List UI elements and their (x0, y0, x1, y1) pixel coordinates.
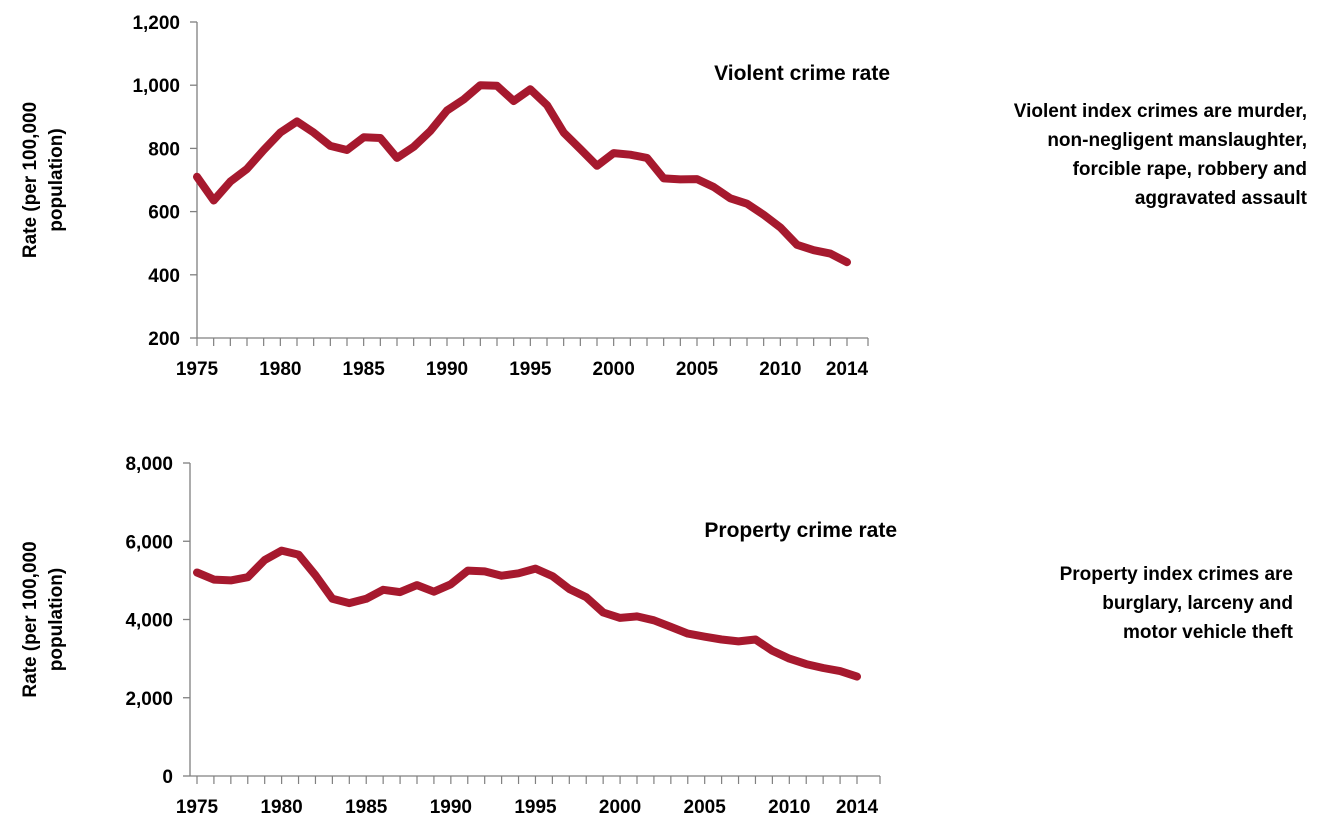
property-chart-title: Property crime rate (704, 519, 897, 542)
property-crime-note: Property index crimes are burglary, larc… (1060, 560, 1293, 647)
property-x-tick-label: 1975 (176, 797, 219, 818)
violent-x-tick-label: 2005 (676, 359, 719, 380)
property-x-tick-label: 1995 (514, 797, 557, 818)
property-note-line-3: motor vehicle theft (1123, 622, 1293, 643)
violent-x-tick-label: 1985 (343, 359, 386, 380)
violent-y-tick-label: 800 (148, 139, 180, 160)
property-y-axis-title-text: Rate (per 100,000 population) (20, 541, 67, 697)
violent-y-axis-title-text: Rate (per 100,000 population) (20, 102, 67, 258)
property-y-tick-label: 4,000 (125, 611, 173, 632)
violent-y-tick-label: 200 (148, 329, 180, 350)
violent-y-axis-title: Rate (per 100,000 population) (20, 102, 67, 258)
violent-y-tick-label: 1,000 (132, 76, 180, 97)
violent-note-line-4: aggravated assault (1134, 188, 1307, 209)
violent-y-axis-title-line: population) (46, 128, 67, 231)
property-note-line-2: burglary, larceny and (1102, 593, 1293, 614)
violent-note-line-1: Violent index crimes are murder, (1013, 101, 1307, 122)
violent-x-tick-label: 1975 (176, 359, 219, 380)
property-x-tick-label: 2010 (768, 797, 810, 818)
violent-x-tick-label: 1990 (426, 359, 468, 380)
property-x-tick-label: 1985 (345, 797, 388, 818)
property-note-line-1: Property index crimes are (1059, 564, 1293, 585)
property-y-axis-title: Rate (per 100,000 population) (20, 541, 67, 697)
property-y-tick-label: 2,000 (125, 689, 173, 710)
violent-chart-title: Violent crime rate (714, 62, 890, 85)
violent-crime-note: Violent index crimes are murder, non-neg… (1014, 97, 1307, 213)
property-x-tick-label: 1990 (430, 797, 472, 818)
property-y-axis-title-line: population) (46, 568, 67, 671)
property-series-line (193, 546, 861, 681)
property-y-tick-label: 6,000 (125, 532, 173, 553)
violent-y-tick-label: 600 (148, 203, 180, 224)
violent-series-line (193, 81, 851, 267)
violent-y-tick-label: 1,200 (132, 13, 180, 34)
property-x-tick-label: 1980 (260, 797, 302, 818)
property-x-tick-label: 2000 (599, 797, 641, 818)
property-x-tick-label: 2005 (684, 797, 727, 818)
violent-x-tick-label: 2014 (826, 359, 869, 380)
property-y-tick-label: 0 (162, 767, 173, 788)
property-y-axis-title-line: Rate (per 100,000 (20, 541, 41, 697)
property-y-tick-label: 8,000 (125, 454, 173, 475)
violent-note-line-3: forcible rape, robbery and (1072, 159, 1307, 180)
violent-y-tick-label: 400 (148, 266, 180, 287)
violent-x-tick-label: 2000 (593, 359, 635, 380)
property-x-tick-label: 2014 (836, 797, 879, 818)
violent-x-tick-label: 2010 (759, 359, 801, 380)
violent-note-line-2: non-negligent manslaughter, (1047, 130, 1307, 151)
violent-y-axis-title-line: Rate (per 100,000 (20, 102, 41, 258)
violent-x-tick-label: 1980 (259, 359, 301, 380)
violent-x-tick-label: 1995 (509, 359, 552, 380)
